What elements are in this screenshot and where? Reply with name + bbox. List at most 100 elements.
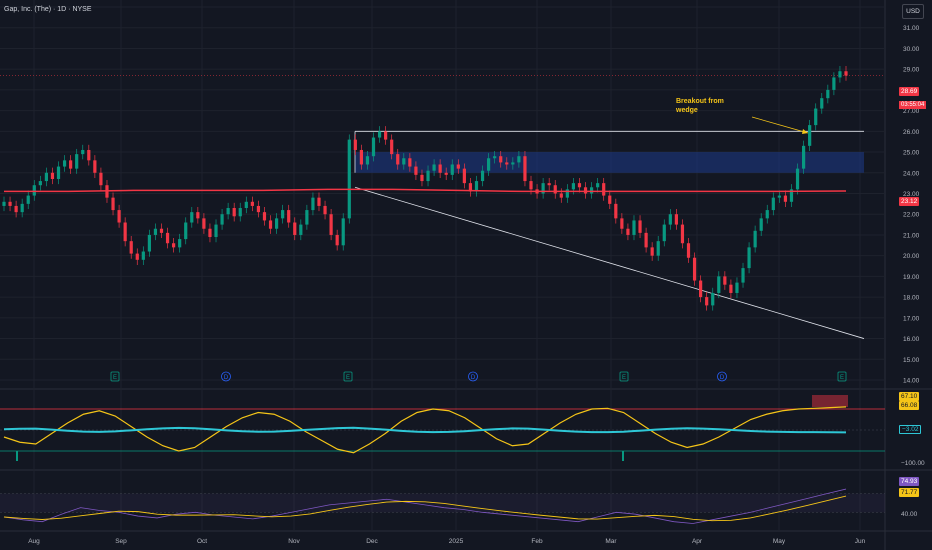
- candle-body[interactable]: [141, 251, 145, 260]
- candle-body[interactable]: [56, 166, 61, 179]
- candle-body[interactable]: [123, 222, 127, 242]
- candle-body[interactable]: [432, 164, 436, 171]
- candle-body[interactable]: [244, 201, 248, 209]
- candle-body[interactable]: [505, 162, 509, 165]
- candle-body[interactable]: [474, 181, 479, 192]
- candle-body[interactable]: [117, 210, 121, 223]
- candle-body[interactable]: [571, 183, 576, 190]
- candle-body[interactable]: [717, 276, 721, 293]
- candle-body[interactable]: [165, 232, 170, 244]
- candle-body[interactable]: [795, 168, 800, 190]
- candle-body[interactable]: [299, 224, 303, 235]
- candle-body[interactable]: [20, 203, 24, 213]
- candle-body[interactable]: [517, 156, 521, 163]
- candle-body[interactable]: [583, 187, 588, 194]
- candle-body[interactable]: [268, 220, 273, 229]
- candle-body[interactable]: [741, 268, 745, 283]
- candle-body[interactable]: [38, 181, 42, 186]
- candle-body[interactable]: [662, 224, 666, 242]
- candle-body[interactable]: [438, 164, 442, 173]
- candle-body[interactable]: [153, 228, 158, 235]
- candle-body[interactable]: [747, 247, 751, 269]
- candle-body[interactable]: [135, 253, 139, 260]
- candle-body[interactable]: [644, 232, 648, 248]
- candle-body[interactable]: [632, 220, 636, 235]
- dividend-marker[interactable]: [468, 371, 478, 382]
- candle-body[interactable]: [735, 282, 739, 293]
- candle-body[interactable]: [220, 214, 224, 225]
- candle-body[interactable]: [511, 162, 515, 165]
- candle-body[interactable]: [765, 210, 769, 219]
- candle-body[interactable]: [680, 224, 685, 244]
- candle-body[interactable]: [723, 276, 727, 285]
- candle-body[interactable]: [414, 166, 418, 175]
- candle-body[interactable]: [420, 174, 424, 182]
- candle-body[interactable]: [753, 230, 757, 248]
- candle-body[interactable]: [838, 71, 842, 78]
- candle-body[interactable]: [777, 195, 781, 198]
- candle-body[interactable]: [341, 218, 345, 246]
- candle-body[interactable]: [214, 224, 218, 238]
- candle-body[interactable]: [281, 210, 285, 219]
- candle-body[interactable]: [262, 212, 267, 221]
- candle-body[interactable]: [172, 243, 176, 248]
- candle-body[interactable]: [232, 208, 236, 217]
- candle-body[interactable]: [323, 205, 327, 215]
- candle-body[interactable]: [620, 218, 624, 229]
- candle-body[interactable]: [711, 292, 715, 306]
- candle-body[interactable]: [81, 149, 85, 155]
- candle-body[interactable]: [493, 156, 497, 159]
- candle-body[interactable]: [626, 228, 630, 235]
- candle-body[interactable]: [559, 193, 563, 198]
- candle-body[interactable]: [589, 187, 594, 194]
- dividend-marker[interactable]: [717, 371, 727, 382]
- candle-body[interactable]: [801, 145, 806, 169]
- candle-body[interactable]: [184, 222, 188, 240]
- candle-body[interactable]: [371, 137, 376, 157]
- candle-body[interactable]: [317, 197, 321, 206]
- candle-body[interactable]: [408, 158, 412, 167]
- candle-body[interactable]: [456, 164, 460, 169]
- candle-body[interactable]: [377, 131, 382, 138]
- earnings-marker[interactable]: [619, 371, 629, 382]
- candle-body[interactable]: [692, 257, 697, 281]
- candle-body[interactable]: [384, 131, 388, 140]
- candle-body[interactable]: [808, 125, 812, 146]
- candle-body[interactable]: [844, 71, 848, 76]
- candle-body[interactable]: [783, 195, 788, 202]
- candle-body[interactable]: [596, 183, 600, 188]
- candle-body[interactable]: [93, 160, 97, 173]
- candle-body[interactable]: [159, 228, 164, 233]
- candle-body[interactable]: [462, 168, 466, 184]
- candle-body[interactable]: [638, 220, 642, 233]
- candle-body[interactable]: [311, 197, 315, 211]
- candle-body[interactable]: [8, 201, 12, 206]
- candle-body[interactable]: [771, 197, 775, 211]
- candle-body[interactable]: [668, 214, 672, 225]
- candle-body[interactable]: [480, 170, 485, 182]
- candle-body[interactable]: [390, 139, 394, 155]
- candle-body[interactable]: [87, 149, 91, 161]
- candle-body[interactable]: [614, 203, 618, 219]
- candle-body[interactable]: [577, 183, 582, 188]
- candle-body[interactable]: [444, 172, 448, 175]
- earnings-marker[interactable]: [343, 371, 353, 382]
- candle-body[interactable]: [826, 89, 830, 99]
- candle-body[interactable]: [2, 201, 6, 206]
- candle-body[interactable]: [365, 156, 370, 165]
- candle-body[interactable]: [602, 183, 606, 196]
- candle-body[interactable]: [329, 214, 333, 235]
- candle-body[interactable]: [129, 241, 133, 254]
- candle-body[interactable]: [499, 156, 503, 163]
- candle-body[interactable]: [553, 185, 557, 194]
- candle-body[interactable]: [26, 195, 30, 204]
- candle-body[interactable]: [202, 218, 206, 229]
- candle-body[interactable]: [62, 160, 67, 167]
- candle-body[interactable]: [759, 218, 763, 231]
- candle-body[interactable]: [468, 183, 473, 192]
- candle-body[interactable]: [650, 247, 654, 256]
- candle-body[interactable]: [541, 183, 545, 194]
- candle-body[interactable]: [565, 189, 569, 198]
- candle-body[interactable]: [178, 239, 182, 248]
